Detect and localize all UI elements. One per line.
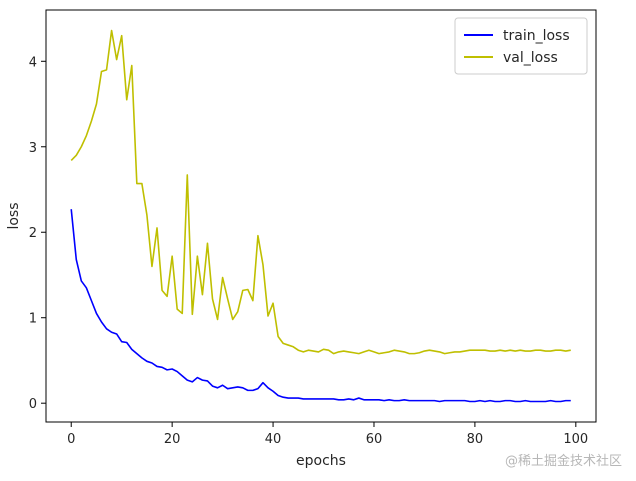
legend-entry-label: val_loss [503,50,558,66]
plot-frame [45,9,597,423]
watermark: @稀土掘金技术社区 [504,454,622,469]
x-tick-label: 20 [164,432,181,447]
x-tick-label: 60 [366,432,383,447]
x-axis-ticks: 0 20 40 60 80 100 [67,422,588,447]
y-axis-label: loss [6,202,22,229]
series-line-val-loss [70,29,571,355]
x-tick-label: 100 [563,432,588,447]
y-tick-label: 2 [29,226,37,241]
y-tick-label: 0 [29,397,37,412]
y-tick-label: 3 [29,141,37,156]
x-tick-label: 40 [265,432,282,447]
series-lines [70,29,571,403]
x-tick-label: 80 [467,432,484,447]
legend: train_loss val_loss [454,17,588,75]
y-tick-label: 4 [29,55,37,70]
x-axis-label: epochs [296,453,346,469]
y-axis-ticks: 0 1 2 3 4 [29,55,46,412]
series-line-train-loss [70,209,571,403]
y-tick-label: 1 [29,312,37,327]
x-tick-label: 0 [67,432,75,447]
legend-entry-label: train_loss [503,28,570,44]
legend-box [454,17,588,75]
